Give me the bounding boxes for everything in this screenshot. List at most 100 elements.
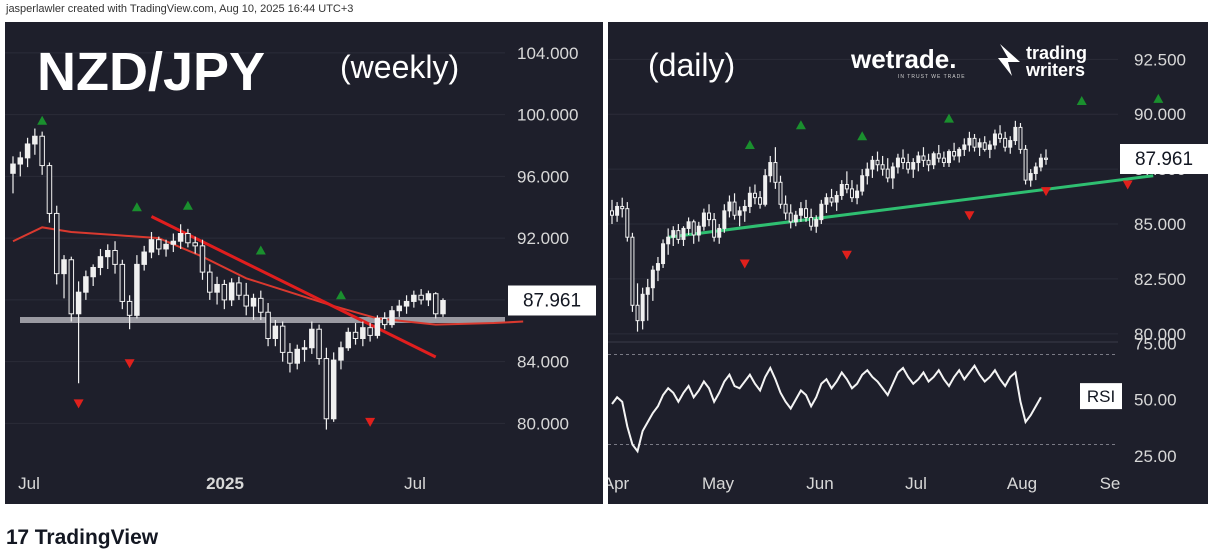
weekly-candle: [207, 271, 213, 293]
weekly-candle: [104, 249, 111, 258]
trading-writers-logo-line1: trading: [1026, 43, 1087, 63]
downtrend-line: [150, 215, 437, 359]
swing-high-marker: [182, 200, 193, 210]
daily-candle: [615, 205, 620, 216]
y-tick-label: 85.000: [1134, 215, 1186, 234]
swing-low-marker: [739, 259, 750, 269]
weekly-candle: [294, 348, 300, 364]
weekly-candle: [381, 317, 388, 326]
weekly-candle: [192, 242, 198, 247]
attribution-header: jasperlawler created with TradingView.co…: [6, 3, 354, 15]
daily-chart-panel[interactable]: 92.50090.00087.50085.00082.50080.000(dai…: [608, 22, 1208, 504]
rsi-y-tick-label: 25.00: [1134, 447, 1177, 466]
daily-candle: [732, 201, 737, 216]
weekly-candle: [185, 233, 191, 244]
last-price-label-box: [508, 285, 596, 316]
weekly-candle: [170, 240, 177, 245]
y-tick-label: 100.000: [517, 106, 578, 125]
daily-candle: [650, 269, 655, 289]
weekly-candle: [374, 317, 381, 336]
swing-high-marker: [37, 115, 48, 125]
weekly-candle: [83, 276, 89, 293]
daily-candle: [992, 133, 997, 146]
trading-writers-logo-line2: writers: [1025, 60, 1085, 80]
daily-candle: [661, 243, 666, 265]
weekly-candle: [199, 245, 206, 273]
weekly-candle: [432, 293, 439, 315]
daily-candle: [1018, 126, 1023, 150]
weekly-candle: [330, 359, 337, 420]
daily-candle: [717, 227, 722, 238]
swing-high-marker: [255, 245, 266, 255]
wetrade-tagline: IN TRUST WE TRADE: [898, 74, 966, 80]
weekly-candle: [156, 239, 162, 250]
daily-candle: [625, 208, 630, 238]
daily-candle: [824, 197, 829, 205]
daily-candle: [946, 151, 951, 164]
moving-average-line: [12, 226, 524, 326]
swing-low-marker: [964, 211, 975, 221]
daily-chart[interactable]: 92.50090.00087.50085.00082.50080.000(dai…: [608, 22, 1208, 504]
daily-candle: [880, 164, 885, 170]
last-price-label: 87.961: [1135, 149, 1193, 170]
weekly-candle: [243, 294, 249, 307]
y-tick-label: 104.000: [517, 44, 578, 63]
daily-candle: [763, 175, 768, 205]
rsi-line: [611, 363, 1042, 454]
daily-candle: [911, 162, 916, 170]
daily-candle: [860, 175, 865, 192]
daily-candle: [676, 230, 681, 240]
y-tick-label: 84.000: [517, 353, 569, 372]
daily-candle: [931, 153, 936, 166]
weekly-candle: [177, 233, 184, 242]
weekly-candle: [279, 325, 286, 353]
daily-candle: [640, 293, 645, 322]
daily-candle: [610, 210, 614, 216]
daily-candle: [798, 208, 803, 216]
daily-candle: [635, 304, 640, 322]
daily-candle: [962, 144, 967, 150]
daily-candle: [742, 205, 747, 212]
weekly-chart-panel[interactable]: 104.000100.00096.00092.00088.00084.00080…: [5, 22, 603, 504]
weekly-candle: [46, 165, 53, 214]
daily-candle: [620, 205, 625, 210]
swing-low-marker: [73, 399, 84, 409]
trading-writers-icon: [998, 44, 1020, 76]
weekly-candle: [141, 251, 147, 265]
daily-candle: [875, 159, 880, 166]
swing-high-marker: [1076, 96, 1087, 106]
swing-low-marker: [1041, 187, 1051, 197]
x-tick-label: May: [702, 474, 735, 493]
daily-candle: [844, 184, 849, 190]
rsi-y-tick-label: 50.00: [1134, 391, 1177, 410]
weekly-candle: [32, 135, 38, 145]
daily-candle: [952, 151, 957, 157]
weekly-candle: [126, 300, 133, 316]
swing-high-marker: [1153, 93, 1164, 103]
x-tick-label: Jul: [905, 474, 927, 493]
weekly-candle: [61, 259, 67, 275]
rsi-y-tick-label: 75.00: [1134, 334, 1177, 353]
daily-candle: [1033, 166, 1038, 175]
daily-candle: [701, 212, 706, 227]
weekly-candle: [10, 163, 16, 174]
swing-high-marker: [335, 290, 346, 300]
weekly-candle: [418, 294, 424, 301]
daily-candle: [666, 236, 671, 245]
chart-title: NZD/JPY: [37, 42, 265, 102]
daily-candle: [957, 148, 962, 157]
daily-candle: [1044, 157, 1048, 160]
swing-high-marker: [131, 202, 142, 212]
x-tick-label: Aug: [1007, 474, 1037, 493]
weekly-candle: [403, 300, 410, 307]
y-tick-label: 96.000: [517, 167, 569, 186]
daily-candle: [967, 137, 972, 146]
weekly-chart[interactable]: 104.000100.00096.00092.00088.00084.00080…: [5, 22, 603, 504]
daily-candle: [895, 157, 900, 168]
rsi-label-box: [1080, 383, 1122, 410]
daily-candle: [645, 287, 650, 295]
tradingview-brand[interactable]: TradingView: [34, 526, 159, 549]
weekly-candle: [425, 293, 432, 301]
weekly-candle: [396, 305, 403, 312]
weekly-candle: [53, 212, 60, 275]
